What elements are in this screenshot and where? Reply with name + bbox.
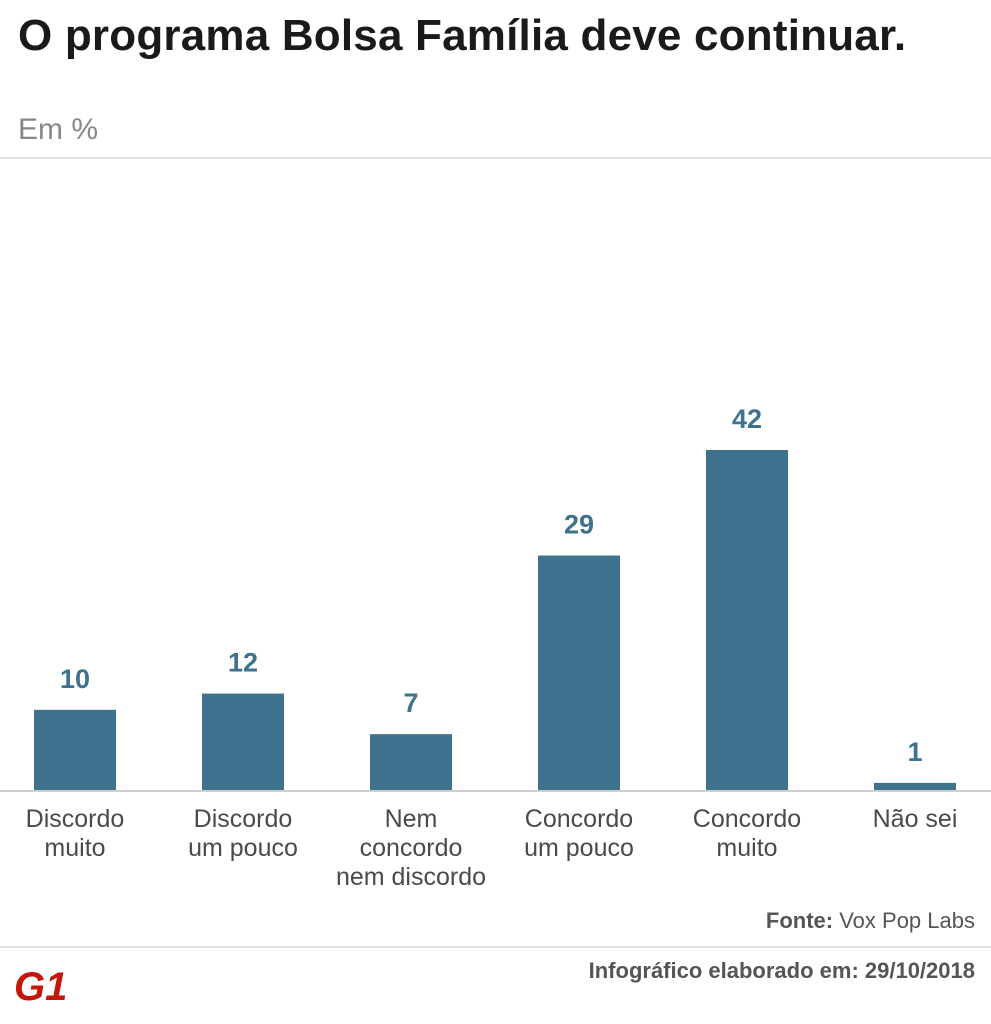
category-label-3-line-1: um pouco	[524, 834, 634, 862]
bar-0	[34, 709, 116, 791]
source-note: Fonte: Vox Pop Labs	[766, 908, 975, 934]
value-label-4: 42	[732, 404, 762, 434]
value-label-5: 1	[907, 737, 922, 767]
category-label-0-line-1: muito	[44, 834, 105, 862]
category-label-5: Não sei	[873, 805, 958, 833]
source-value: Vox Pop Labs	[839, 908, 975, 933]
bottom-divider	[0, 946, 991, 948]
top-divider	[0, 157, 991, 159]
bars-layer	[34, 450, 956, 791]
value-label-0: 10	[60, 664, 90, 694]
category-label-4: Concordo muito	[693, 805, 801, 862]
category-label-3: Concordo um pouco	[524, 805, 634, 862]
category-label-1-line-1: um pouco	[188, 834, 298, 862]
category-label-1-line-0: Discordo	[194, 805, 293, 833]
category-label-0: Discordo muito	[26, 805, 125, 862]
bar-1	[202, 693, 284, 791]
category-label-2-line-0: Nem	[385, 805, 438, 833]
category-label-2-line-2: nem discordo	[336, 863, 486, 891]
bar-5	[874, 782, 956, 791]
category-label-2-line-1: concordo	[360, 834, 463, 862]
value-label-1: 12	[228, 648, 258, 678]
value-label-2: 7	[403, 688, 418, 718]
category-label-2: Nem concordo nem discordo	[336, 805, 486, 891]
chart-subtitle: Em %	[18, 113, 99, 146]
value-label-3: 29	[564, 510, 594, 540]
category-label-5-line-0: Não sei	[873, 805, 958, 833]
infographic-date: Infográfico elaborado em: 29/10/2018	[588, 958, 975, 983]
category-label-4-line-0: Concordo	[693, 805, 801, 833]
category-label-3-line-0: Concordo	[525, 805, 633, 833]
chart-title: O programa Bolsa Família deve continuar.	[18, 11, 907, 60]
bar-3	[538, 555, 620, 791]
bar-2	[370, 734, 452, 791]
category-label-1: Discordo um pouco	[188, 805, 298, 862]
bar-4	[706, 450, 788, 791]
category-label-4-line-1: muito	[716, 834, 777, 862]
category-label-0-line-0: Discordo	[26, 805, 125, 833]
g1-logo-text: G1	[14, 965, 67, 1006]
source-label: Fonte:	[765, 908, 834, 933]
g1-logo: G1	[14, 965, 67, 1006]
